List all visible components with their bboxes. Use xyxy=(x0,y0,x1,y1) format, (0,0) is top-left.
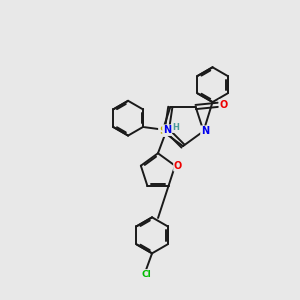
Text: O: O xyxy=(174,161,182,171)
Text: H: H xyxy=(172,123,179,132)
Text: O: O xyxy=(219,100,228,110)
Text: N: N xyxy=(163,125,171,135)
Text: N: N xyxy=(201,126,209,136)
Text: S: S xyxy=(159,126,166,136)
Text: Cl: Cl xyxy=(141,270,151,279)
